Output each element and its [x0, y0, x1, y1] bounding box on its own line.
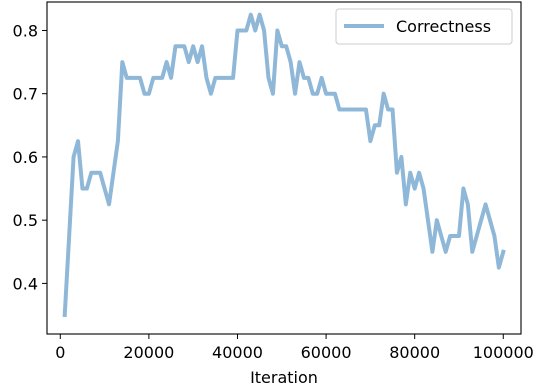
x-tick-label: 100000 [473, 343, 534, 362]
x-tick-label: 80000 [389, 343, 440, 362]
x-tick-label: 40000 [212, 343, 263, 362]
y-tick-label: 0.7 [13, 85, 38, 104]
x-tick-label: 0 [55, 343, 65, 362]
x-axis-ticks: 0 20000 40000 60000 80000 100000 [55, 334, 534, 362]
y-axis-ticks: 0.4 0.5 0.6 0.7 0.8 [13, 21, 47, 293]
y-tick-label: 0.4 [13, 274, 38, 293]
legend-label-correctness: Correctness [396, 17, 491, 36]
x-tick-label: 20000 [123, 343, 174, 362]
legend: Correctness [335, 8, 513, 45]
x-axis-title: Iteration [250, 368, 318, 387]
x-tick-label: 60000 [301, 343, 352, 362]
series-line-correctness [62, 12, 506, 318]
series-layer [62, 12, 506, 318]
y-tick-label: 0.8 [13, 21, 38, 40]
plot-frame [46, 1, 522, 335]
y-tick-label: 0.6 [13, 148, 38, 167]
legend-box [335, 8, 513, 45]
y-tick-label: 0.5 [13, 211, 38, 230]
